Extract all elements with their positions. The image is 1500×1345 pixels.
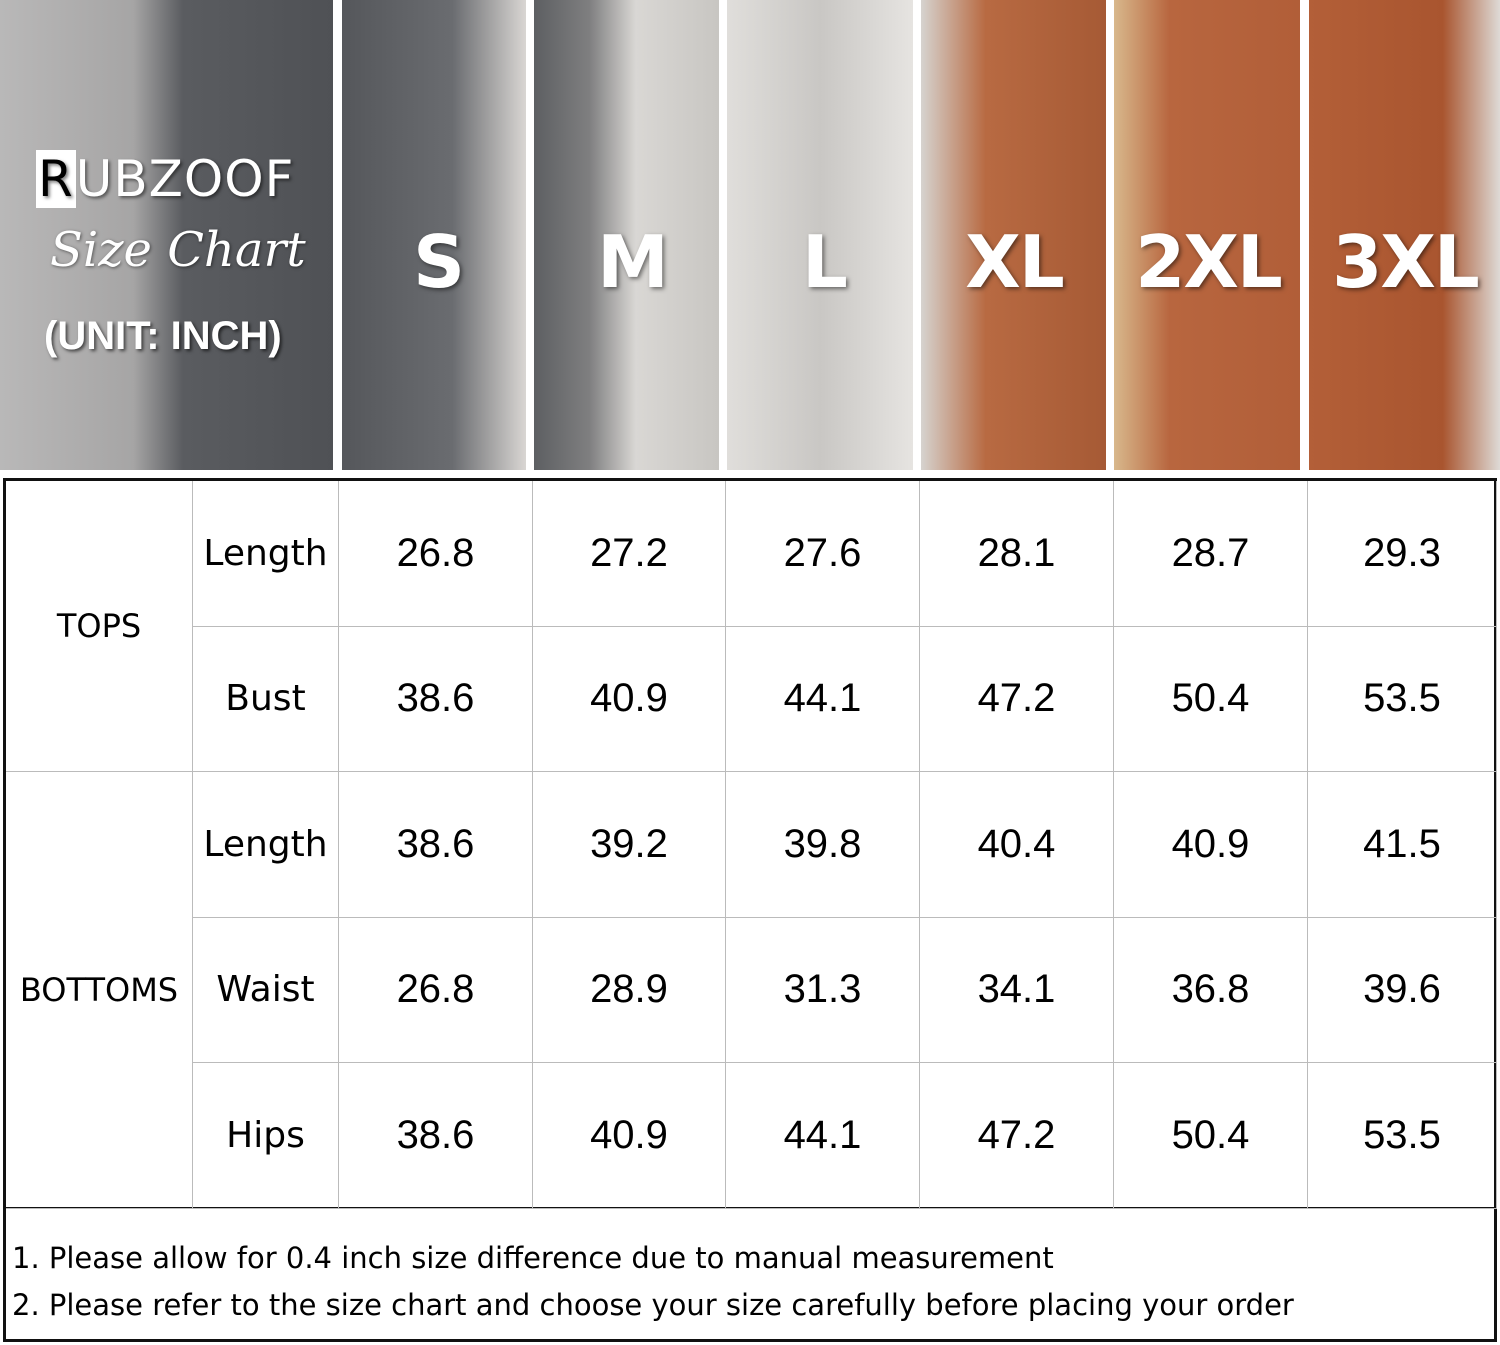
notes: 1. Please allow for 0.4 inch size differ…	[6, 1207, 1494, 1339]
measure-value: 28.1	[920, 481, 1114, 627]
measure-value: 40.9	[1114, 772, 1308, 918]
measure-value-text: 28.7	[1171, 530, 1250, 575]
unit-label: (UNIT: INCH)	[44, 314, 282, 358]
measure-value: 39.2	[533, 772, 726, 918]
model-photo	[727, 0, 913, 470]
note: 2. Please refer to the size chart and ch…	[12, 1288, 1294, 1322]
measure-value: 50.4	[1114, 1063, 1308, 1209]
measure-value-text: 38.6	[396, 676, 475, 721]
measure-value-text: 38.6	[396, 821, 475, 866]
measure-value: 50.4	[1114, 626, 1308, 772]
measure-value: 47.2	[920, 626, 1114, 772]
measure-label: Waist	[193, 917, 339, 1063]
measure-value: 38.6	[339, 772, 533, 918]
size-label: XL	[965, 220, 1064, 304]
measure-value: 38.6	[339, 1063, 533, 1209]
brand-logo: RUBZOOF	[36, 150, 295, 208]
size-label: 3XL	[1332, 220, 1479, 304]
measure-value-text: 39.8	[783, 821, 862, 866]
measure-value: 40.4	[920, 772, 1114, 918]
measure-label: Length	[193, 481, 339, 627]
size-label: M	[597, 220, 669, 304]
measure-value: 38.6	[339, 626, 533, 772]
measure-value: 29.3	[1308, 481, 1497, 627]
group-label: TOPS	[6, 481, 193, 772]
measure-value: 40.9	[533, 1063, 726, 1209]
measure-value-text: 31.3	[783, 967, 862, 1012]
measure-value-text: 38.6	[396, 1112, 475, 1157]
measure-label: Hips	[193, 1063, 339, 1209]
measure-value: 39.6	[1308, 917, 1497, 1063]
measure-value-text: 26.8	[396, 530, 475, 575]
measure-value: 40.9	[533, 626, 726, 772]
measure-value: 27.2	[533, 481, 726, 627]
measure-value-text: 27.6	[783, 530, 862, 575]
measure-label-text: Hips	[226, 1114, 305, 1156]
measure-value-text: 53.5	[1363, 676, 1441, 721]
measure-value: 28.9	[533, 917, 726, 1063]
measure-value: 39.8	[726, 772, 920, 918]
measure-label: Length	[193, 772, 339, 918]
measure-value-text: 41.5	[1363, 821, 1441, 866]
measure-value-text: 47.2	[977, 1112, 1056, 1157]
measure-label-text: Bust	[225, 678, 306, 720]
measure-value: 44.1	[726, 1063, 920, 1209]
measure-value-text: 39.2	[590, 821, 668, 866]
size-label: S	[413, 220, 465, 304]
measure-label: Bust	[193, 626, 339, 772]
measure-value-text: 39.6	[1363, 967, 1441, 1012]
measure-value-text: 44.1	[783, 676, 862, 721]
measure-value-text: 47.2	[977, 676, 1056, 721]
measure-value: 47.2	[920, 1063, 1114, 1209]
measure-value: 27.6	[726, 481, 920, 627]
measure-value-text: 40.9	[590, 1112, 668, 1157]
model-photo	[1114, 0, 1300, 470]
measure-value: 41.5	[1308, 772, 1497, 918]
size-chart-table: 1. Please allow for 0.4 inch size differ…	[3, 478, 1497, 1342]
measure-value: 28.7	[1114, 481, 1308, 627]
measure-value-text: 50.4	[1171, 1112, 1250, 1157]
measure-value: 26.8	[339, 917, 533, 1063]
subtitle: Size Chart	[50, 222, 306, 278]
measure-value: 53.5	[1308, 1063, 1497, 1209]
group-label-text: TOPS	[56, 607, 142, 645]
measure-value: 36.8	[1114, 917, 1308, 1063]
measure-value-text: 40.9	[1171, 821, 1250, 866]
measure-value: 44.1	[726, 626, 920, 772]
measure-value-text: 26.8	[396, 967, 475, 1012]
measure-value-text: 40.9	[590, 676, 668, 721]
measure-value: 31.3	[726, 917, 920, 1063]
size-label: 2XL	[1135, 220, 1282, 304]
measure-label-text: Length	[203, 532, 328, 574]
measure-label-text: Waist	[216, 969, 315, 1011]
measure-value-text: 28.1	[977, 530, 1056, 575]
measure-value: 26.8	[339, 481, 533, 627]
note: 1. Please allow for 0.4 inch size differ…	[12, 1241, 1054, 1275]
measure-value-text: 50.4	[1171, 676, 1250, 721]
model-photo	[342, 0, 526, 470]
model-photo	[1309, 0, 1500, 470]
measure-value: 34.1	[920, 917, 1114, 1063]
model-photo	[921, 0, 1106, 470]
group-label-text: BOTTOMS	[19, 970, 179, 1009]
measure-value-text: 29.3	[1363, 530, 1441, 575]
group-label: BOTTOMS	[6, 772, 193, 1209]
model-photo	[534, 0, 719, 470]
measure-label-text: Length	[203, 823, 328, 865]
size-label: L	[802, 220, 848, 304]
measure-value-text: 28.9	[590, 967, 668, 1012]
measure-value-text: 44.1	[783, 1112, 862, 1157]
measure-value-text: 53.5	[1363, 1112, 1441, 1157]
model-photo	[0, 0, 333, 470]
measure-value-text: 36.8	[1171, 967, 1250, 1012]
measure-value-text: 27.2	[590, 530, 668, 575]
measure-value: 53.5	[1308, 626, 1497, 772]
measure-value-text: 40.4	[977, 821, 1056, 866]
measure-value-text: 34.1	[977, 967, 1056, 1012]
